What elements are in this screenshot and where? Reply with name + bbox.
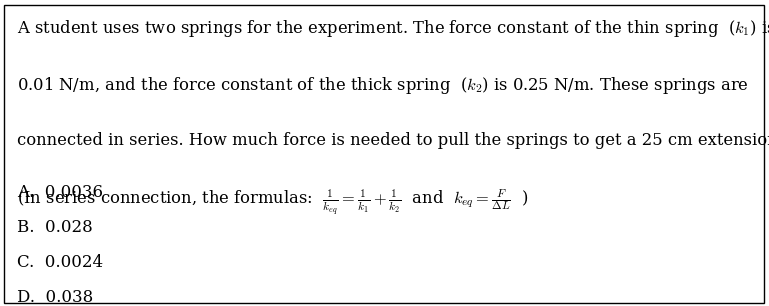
Text: C.  0.0024: C. 0.0024 xyxy=(17,254,103,271)
Text: (In series connection, the formulas:  $\frac{1}{k_{eq}} = \frac{1}{k_1} + \frac{: (In series connection, the formulas: $\f… xyxy=(17,188,528,218)
Text: connected in series. How much force is needed to pull the springs to get a 25 cm: connected in series. How much force is n… xyxy=(17,132,769,149)
Text: B.  0.028: B. 0.028 xyxy=(17,219,93,236)
Text: 0.01 N/m, and the force constant of the thick spring  ($k_2$) is 0.25 N/m. These: 0.01 N/m, and the force constant of the … xyxy=(17,75,749,96)
Text: A student uses two springs for the experiment. The force constant of the thin sp: A student uses two springs for the exper… xyxy=(17,18,769,39)
Text: D.  0.038: D. 0.038 xyxy=(17,289,93,306)
Text: A.  0.0036: A. 0.0036 xyxy=(17,184,103,201)
